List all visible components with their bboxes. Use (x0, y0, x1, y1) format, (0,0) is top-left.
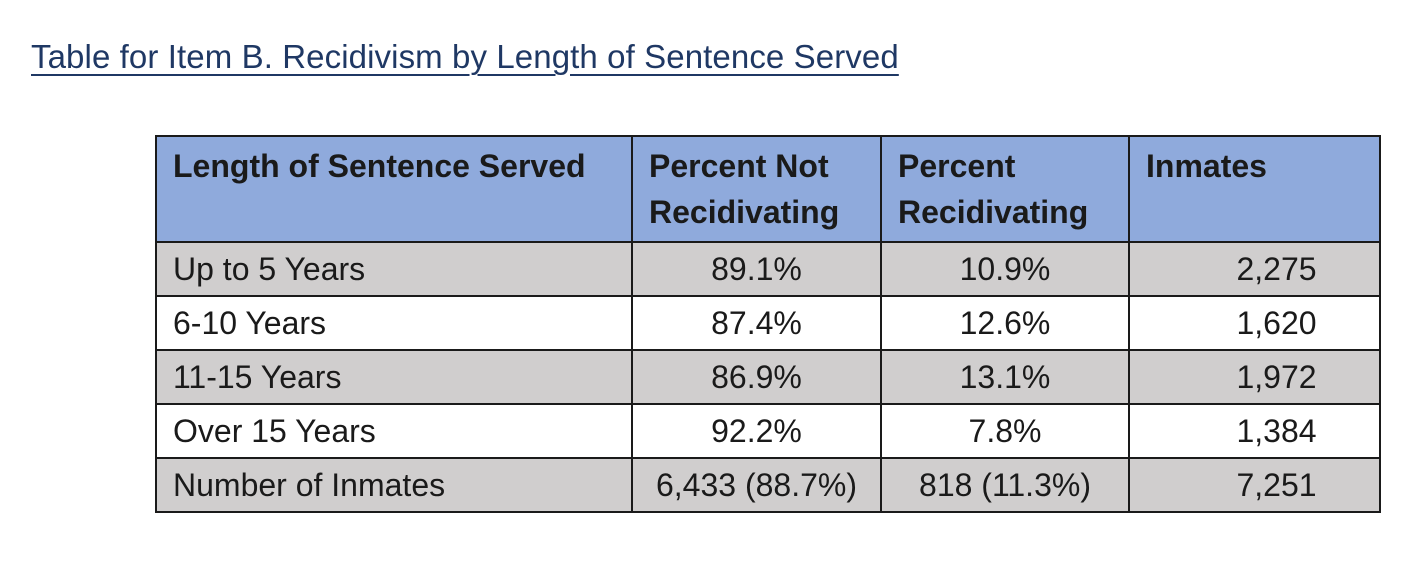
table-header-row: Length of Sentence Served Percent Not Re… (155, 135, 1381, 243)
cell-inmates: 1,620 (1128, 295, 1381, 351)
table-row: 11-15 Years 86.9% 13.1% 1,972 (155, 349, 1381, 405)
cell-length: Number of Inmates (155, 457, 633, 513)
header-percent-recidivating: Percent Recidivating (880, 135, 1130, 243)
cell-inmates: 1,972 (1128, 349, 1381, 405)
cell-inmates: 2,275 (1128, 241, 1381, 297)
cell-percent-recidivating: 10.9% (880, 241, 1130, 297)
cell-percent-recidivating: 7.8% (880, 403, 1130, 459)
cell-length: Up to 5 Years (155, 241, 633, 297)
cell-percent-recidivating: 818 (11.3%) (880, 457, 1130, 513)
cell-length: 11-15 Years (155, 349, 633, 405)
table-row: Up to 5 Years 89.1% 10.9% 2,275 (155, 241, 1381, 297)
table-row: 6-10 Years 87.4% 12.6% 1,620 (155, 295, 1381, 351)
cell-percent-recidivating: 13.1% (880, 349, 1130, 405)
recidivism-table: Length of Sentence Served Percent Not Re… (155, 135, 1381, 513)
cell-percent-recidivating: 12.6% (880, 295, 1130, 351)
cell-percent-not-recidivating: 89.1% (631, 241, 882, 297)
cell-percent-not-recidivating: 6,433 (88.7%) (631, 457, 882, 513)
cell-percent-not-recidivating: 92.2% (631, 403, 882, 459)
header-percent-not-recidivating: Percent Not Recidivating (631, 135, 882, 243)
header-inmates: Inmates (1128, 135, 1381, 243)
cell-percent-not-recidivating: 87.4% (631, 295, 882, 351)
cell-inmates: 7,251 (1128, 457, 1381, 513)
table-row: Over 15 Years 92.2% 7.8% 1,384 (155, 403, 1381, 459)
cell-length: Over 15 Years (155, 403, 633, 459)
cell-percent-not-recidivating: 86.9% (631, 349, 882, 405)
table-total-row: Number of Inmates 6,433 (88.7%) 818 (11.… (155, 457, 1381, 513)
cell-length: 6-10 Years (155, 295, 633, 351)
header-length-of-sentence: Length of Sentence Served (155, 135, 633, 243)
document-title: Table for Item B. Recidivism by Length o… (31, 38, 899, 75)
cell-inmates: 1,384 (1128, 403, 1381, 459)
